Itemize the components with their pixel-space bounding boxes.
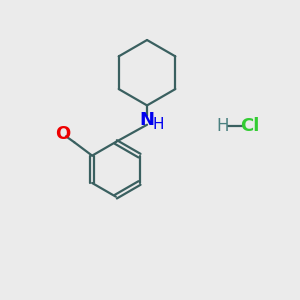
Text: H: H	[153, 117, 164, 132]
Text: O: O	[56, 125, 70, 143]
Text: Cl: Cl	[240, 117, 259, 135]
Text: H: H	[217, 117, 229, 135]
Text: N: N	[140, 111, 154, 129]
